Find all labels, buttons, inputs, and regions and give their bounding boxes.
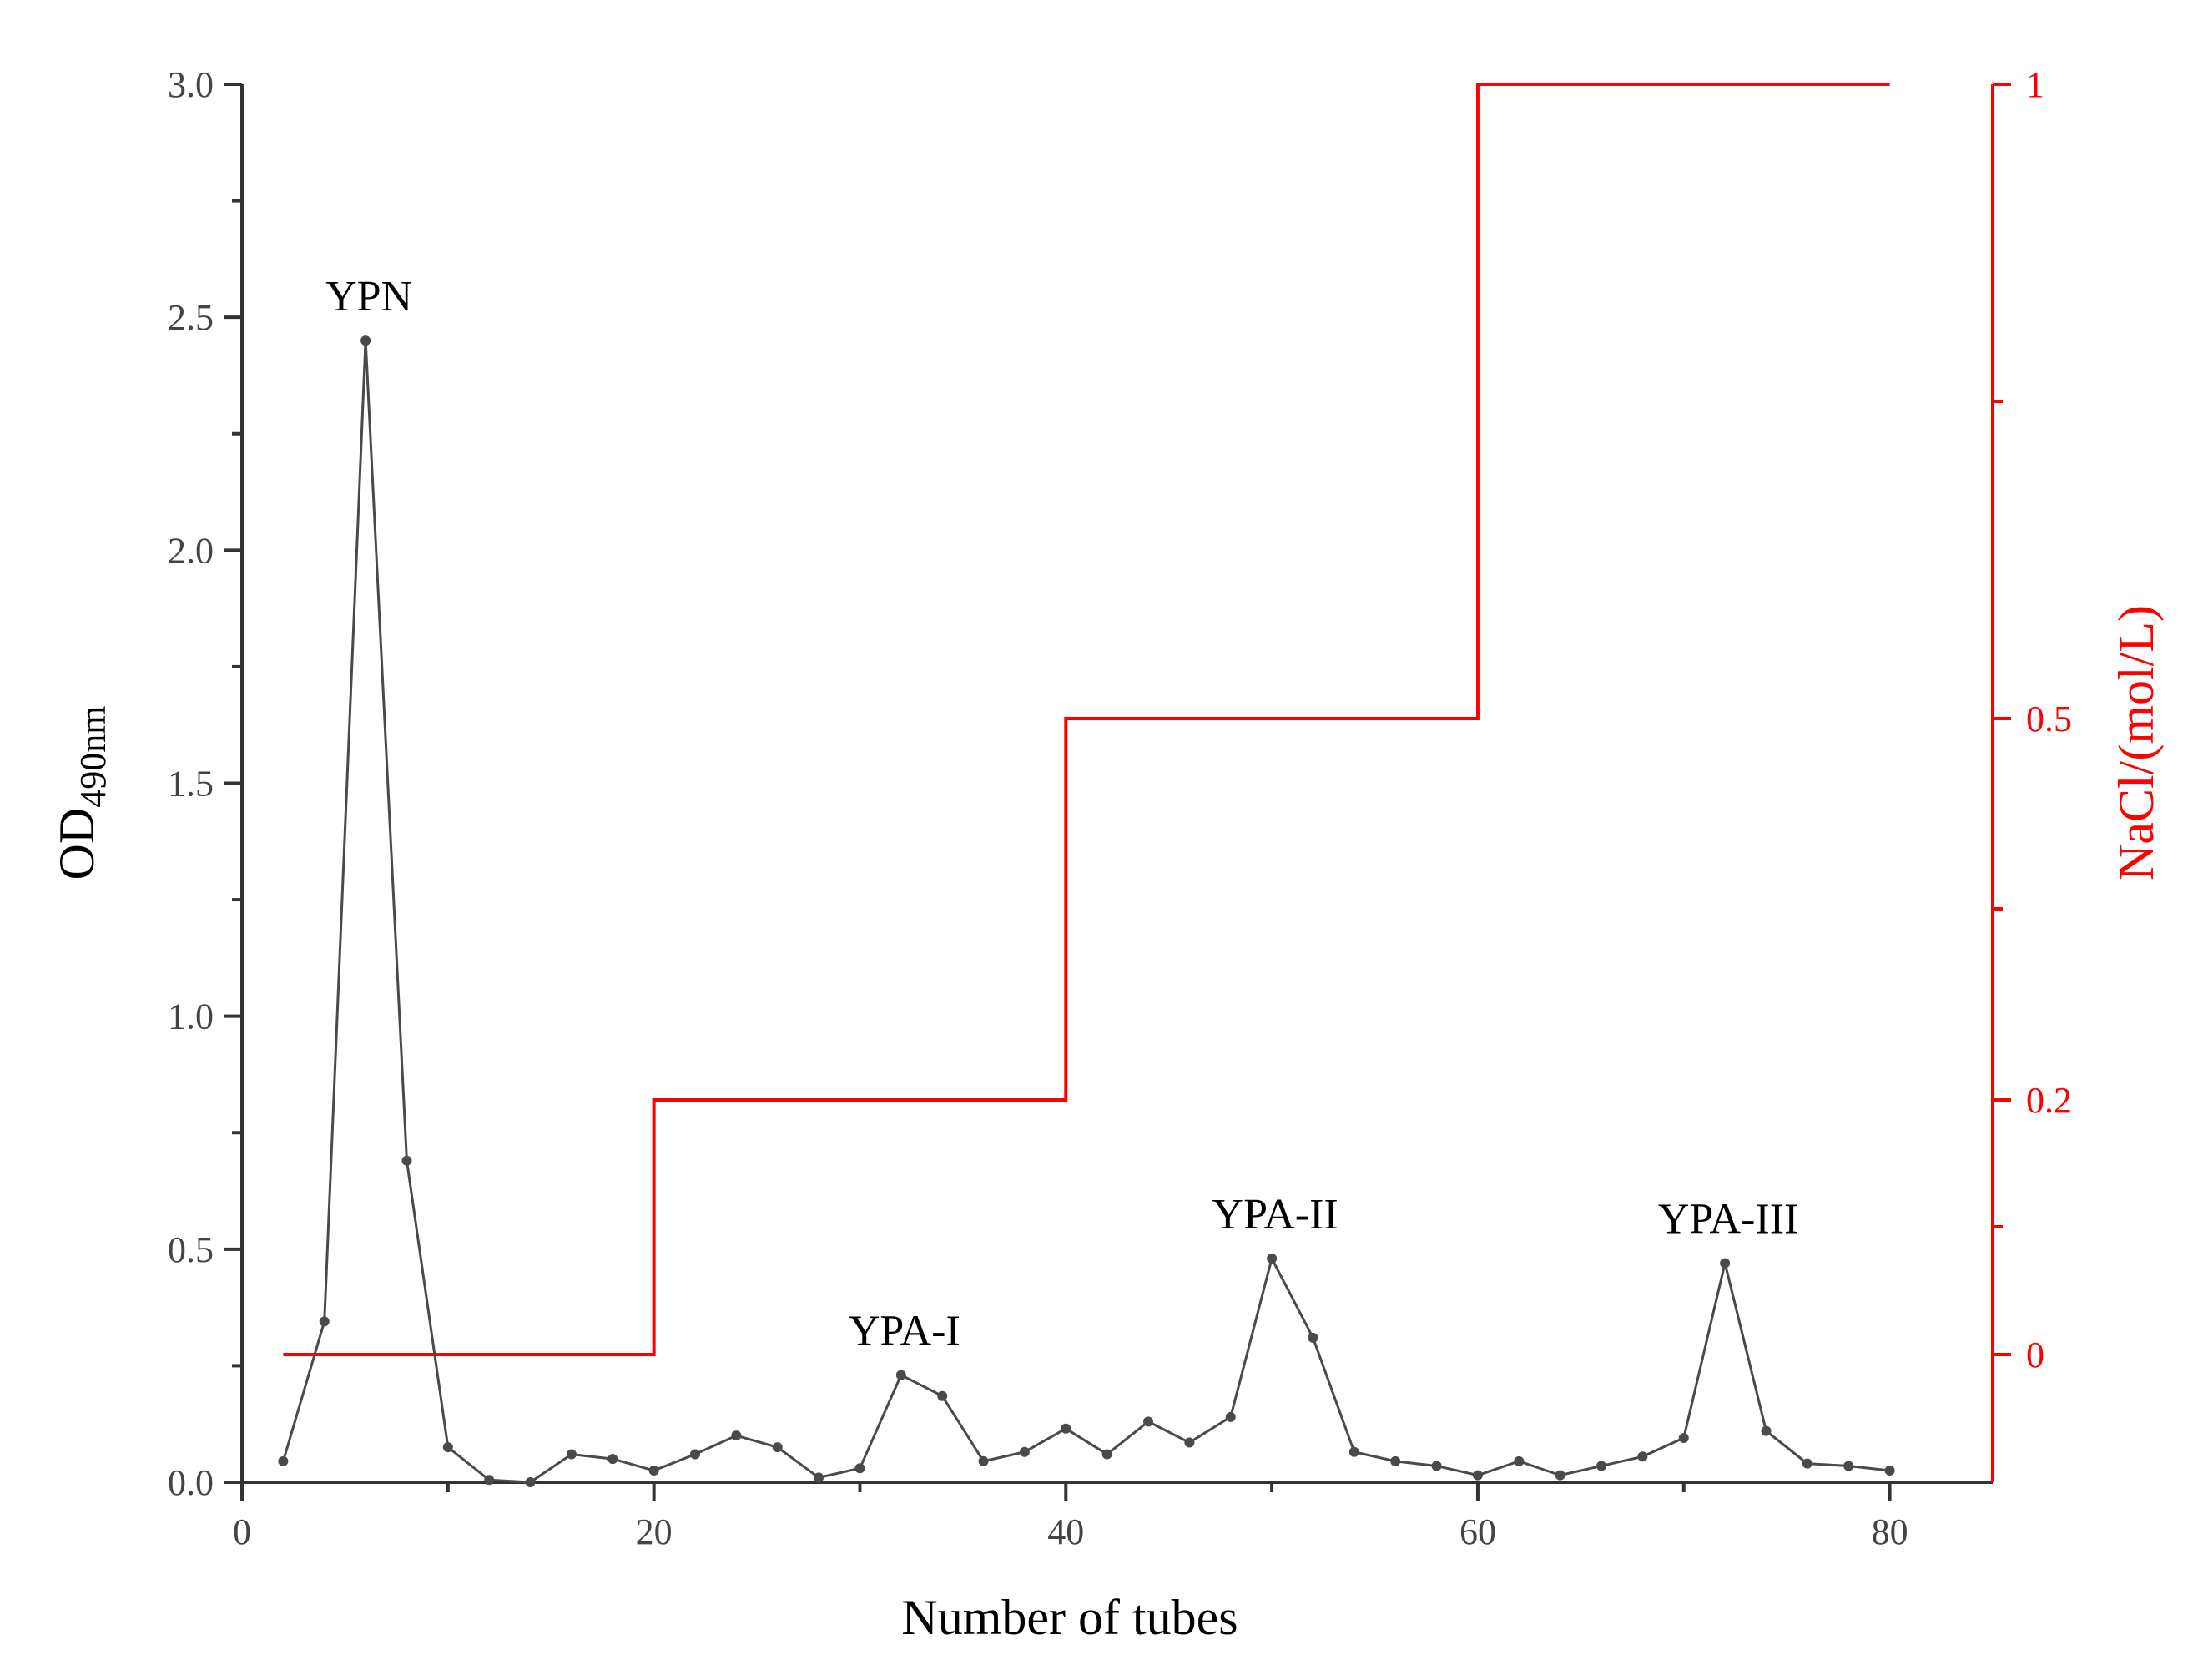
y2-tick-label: 0.2 (2026, 1080, 2072, 1121)
annotations: YPN YPA-I YPA-II YPA-III (325, 273, 1798, 1355)
od-point (648, 1466, 659, 1476)
y-tick-label: 2.0 (168, 530, 214, 571)
od-point (1184, 1437, 1195, 1448)
y-axis-title-sub: 490nm (73, 706, 113, 808)
peak-label: YPA-III (1658, 1196, 1799, 1244)
peak-label: YPN (325, 273, 412, 320)
nacl-series (283, 83, 1890, 1356)
y2-tick-label: 1 (2026, 64, 2044, 105)
od-series (278, 335, 1895, 1487)
od-point (1061, 1423, 1071, 1434)
od-point (1308, 1332, 1318, 1343)
y-tick-label: 1.5 (168, 764, 214, 805)
od-point (772, 1442, 783, 1453)
od-point (1761, 1425, 1772, 1436)
x-tick-label: 80 (1872, 1511, 1908, 1552)
od-point (1637, 1451, 1648, 1462)
od-point (1720, 1258, 1731, 1269)
x-axis-title: Number of tubes (901, 1590, 1238, 1645)
od-point (607, 1454, 618, 1465)
od-point (566, 1449, 577, 1460)
x-tick-label: 20 (636, 1511, 673, 1552)
od-point (1390, 1455, 1401, 1466)
od-point (731, 1430, 742, 1441)
od-point (1267, 1254, 1278, 1264)
od-point (854, 1463, 865, 1474)
y2-axis-title: NaCl/(mol/L) (2109, 605, 2164, 880)
x-tick-label: 40 (1047, 1511, 1084, 1552)
od-point (814, 1472, 824, 1483)
od-point (401, 1155, 412, 1166)
od-point (1678, 1432, 1689, 1443)
y-tick-label: 1.0 (168, 996, 214, 1037)
od-point (525, 1477, 536, 1487)
x-tick-label: 60 (1459, 1511, 1496, 1552)
od-point (1472, 1470, 1483, 1481)
axes: 0 20 40 60 80 0.0 0.5 1.0 1.5 2.0 2.5 3.0 0 0.2 0.5 1 (168, 64, 2072, 1552)
y2-tick-label: 0.5 (2026, 699, 2072, 739)
od-point (484, 1475, 495, 1486)
od-point (1843, 1461, 1854, 1471)
y-axis-title: OD490nm (49, 706, 113, 880)
od-line (281, 341, 1890, 1484)
y-axis-title-main: OD (49, 808, 104, 880)
od-point (360, 335, 371, 346)
y-tick-label: 0.5 (168, 1229, 214, 1270)
od-point (937, 1390, 948, 1401)
od-point (690, 1449, 701, 1460)
od-point (1431, 1461, 1442, 1471)
od-point (319, 1316, 330, 1327)
od-point (442, 1442, 453, 1453)
peak-label: YPA-II (1212, 1191, 1338, 1239)
od-point (895, 1370, 906, 1380)
od-point (1555, 1470, 1565, 1481)
y-tick-label: 0.0 (168, 1462, 214, 1503)
od-point (1514, 1455, 1525, 1466)
y2-tick-label: 0 (2026, 1334, 2044, 1375)
y-tick-label: 3.0 (168, 64, 214, 105)
od-point (1884, 1466, 1895, 1476)
nacl-step-line (283, 83, 1890, 1356)
od-point (1348, 1446, 1359, 1457)
od-point (1143, 1416, 1154, 1427)
od-point (1019, 1446, 1030, 1457)
x-tick-label: 0 (233, 1511, 251, 1552)
od-point (1596, 1461, 1607, 1471)
od-point (1225, 1411, 1236, 1422)
peak-label: YPA-I (849, 1308, 960, 1355)
od-point (278, 1455, 289, 1466)
y-tick-label: 2.5 (168, 297, 214, 338)
od-point (978, 1455, 989, 1466)
od-point (1101, 1449, 1112, 1460)
od-point (1802, 1458, 1812, 1469)
